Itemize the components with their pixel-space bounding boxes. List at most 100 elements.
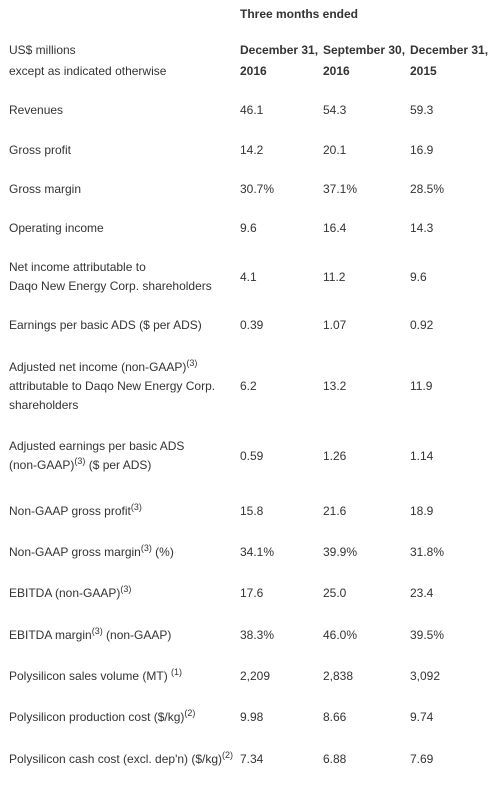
label-line: Polysilicon production cost ($/kg)(2)	[9, 708, 195, 727]
label-line: Gross profit	[9, 141, 71, 160]
row-label: Polysilicon sales volume (MT) (1)	[9, 667, 182, 686]
label-line: Adjusted net income (non-GAAP)(3)	[9, 358, 215, 377]
label-line: Adjusted earnings per basic ADS	[9, 437, 184, 456]
column-header: 2016	[240, 64, 267, 78]
label-line: (non-GAAP)(3) ($ per ADS)	[9, 456, 184, 475]
footnote-ref: (3)	[91, 625, 103, 636]
label-text: (non-GAAP)	[102, 627, 172, 642]
label-text: EBITDA margin	[9, 627, 92, 642]
footnote-ref: (2)	[222, 749, 234, 760]
label-text: Daqo New Energy Corp. shareholders	[9, 279, 212, 293]
label-text: attributable to Daqo New Energy Corp.	[9, 378, 216, 393]
label-text: EBITDA (non-GAAP)	[9, 585, 121, 600]
label-line: EBITDA (non-GAAP)(3)	[9, 584, 131, 603]
label-text: Polysilicon cash cost (excl. dep'n) ($/k…	[9, 751, 223, 766]
cell-value: 20.1	[323, 142, 347, 157]
row-label: Gross profit	[9, 141, 71, 160]
units-label: US$ millions	[9, 43, 76, 57]
cell-value: 1.07	[323, 317, 347, 332]
cell-value: 2,209	[240, 668, 271, 683]
cell-value: 38.3%	[240, 627, 275, 642]
cell-value: 9.6	[410, 269, 427, 284]
label-text: Non-GAAP gross profit	[9, 503, 131, 518]
cell-value: 6.88	[323, 751, 347, 766]
label-text: Adjusted earnings per basic ADS	[9, 439, 185, 453]
footnote-ref: (3)	[186, 357, 198, 368]
cell-value: 37.1%	[323, 181, 358, 196]
label-text: ($ per ADS)	[85, 458, 152, 472]
cell-value: 0.59	[240, 448, 264, 463]
row-label: Polysilicon cash cost (excl. dep'n) ($/k…	[9, 750, 233, 769]
label-line: EBITDA margin(3) (non-GAAP)	[9, 626, 171, 645]
cell-value: 17.6	[240, 585, 264, 600]
row-label: Revenues	[9, 101, 63, 120]
row-label: Earnings per basic ADS ($ per ADS)	[9, 316, 202, 335]
units-label: except as indicated otherwise	[9, 64, 167, 78]
label-text: Gross margin	[9, 181, 82, 196]
label-line: Daqo New Energy Corp. shareholders	[9, 277, 212, 296]
footnote-ref: (2)	[184, 707, 196, 718]
row-label: Net income attributable to Daqo New Energ…	[9, 258, 212, 296]
cell-value: 0.39	[240, 317, 264, 332]
label-line: Polysilicon cash cost (excl. dep'n) ($/k…	[9, 750, 233, 769]
label-text: Revenues	[9, 102, 64, 117]
cell-value: 13.2	[323, 378, 347, 393]
cell-value: 4.1	[240, 269, 257, 284]
label-line: Operating income	[9, 219, 104, 238]
cell-value: 9.74	[410, 709, 434, 724]
cell-value: 3,092	[410, 668, 441, 683]
cell-value: 18.9	[410, 503, 434, 518]
footnote-ref: (3)	[74, 456, 86, 466]
cell-value: 16.4	[323, 220, 347, 235]
label-line: attributable to Daqo New Energy Corp.	[9, 377, 215, 396]
cell-value: 11.9	[410, 378, 433, 393]
cell-value: 9.98	[240, 709, 264, 724]
label-text: Non-GAAP gross margin	[9, 544, 141, 559]
period-header: Three months ended	[240, 7, 359, 21]
cell-value: 46.1	[240, 102, 264, 117]
cell-value: 25.0	[323, 585, 347, 600]
label-line: Polysilicon sales volume (MT) (1)	[9, 667, 182, 686]
cell-value: 14.3	[410, 220, 434, 235]
label-text: Adjusted net income (non-GAAP)	[9, 359, 187, 374]
cell-value: 7.34	[240, 751, 264, 766]
cell-value: 15.8	[240, 503, 264, 518]
cell-value: 1.26	[323, 448, 347, 463]
label-text: (%)	[151, 544, 174, 559]
label-text: shareholders	[9, 397, 79, 412]
row-label: Non-GAAP gross profit(3)	[9, 502, 142, 521]
row-label: Non-GAAP gross margin(3) (%)	[9, 543, 174, 562]
cell-value: 16.9	[410, 142, 434, 157]
label-line: Revenues	[9, 101, 63, 120]
label-text: Net income attributable to	[9, 260, 146, 274]
row-label: Operating income	[9, 219, 104, 238]
cell-value: 6.2	[240, 378, 257, 393]
label-text: Gross profit	[9, 142, 72, 157]
label-text: Earnings per basic ADS ($ per ADS)	[9, 317, 202, 332]
label-text: Polysilicon sales volume (MT)	[9, 668, 172, 683]
cell-value: 14.2	[240, 142, 264, 157]
row-label: Adjusted earnings per basic ADS (non-GAAP…	[9, 437, 184, 475]
cell-value: 2,838	[323, 668, 354, 683]
cell-value: 23.4	[410, 585, 434, 600]
row-label: Adjusted net income (non-GAAP)(3) attribu…	[9, 358, 215, 415]
cell-value: 21.6	[323, 503, 347, 518]
column-header: December 31,	[410, 43, 489, 57]
row-label: EBITDA margin(3) (non-GAAP)	[9, 626, 171, 645]
cell-value: 39.9%	[323, 544, 358, 559]
cell-value: 46.0%	[323, 627, 358, 642]
row-label: Gross margin	[9, 180, 81, 199]
cell-value: 11.2	[323, 269, 346, 284]
label-text: Polysilicon production cost ($/kg)	[9, 709, 185, 724]
column-header: December 31,	[240, 43, 319, 57]
cell-value: 59.3	[410, 102, 434, 117]
label-line: Gross margin	[9, 180, 81, 199]
cell-value: 1.14	[410, 448, 434, 463]
label-line: Non-GAAP gross profit(3)	[9, 502, 142, 521]
cell-value: 31.8%	[410, 544, 445, 559]
cell-value: 7.69	[410, 751, 434, 766]
cell-value: 28.5%	[410, 181, 445, 196]
cell-value: 34.1%	[240, 544, 275, 559]
label-text: (non-GAAP)	[9, 458, 75, 472]
column-header: September 30,	[323, 43, 406, 57]
